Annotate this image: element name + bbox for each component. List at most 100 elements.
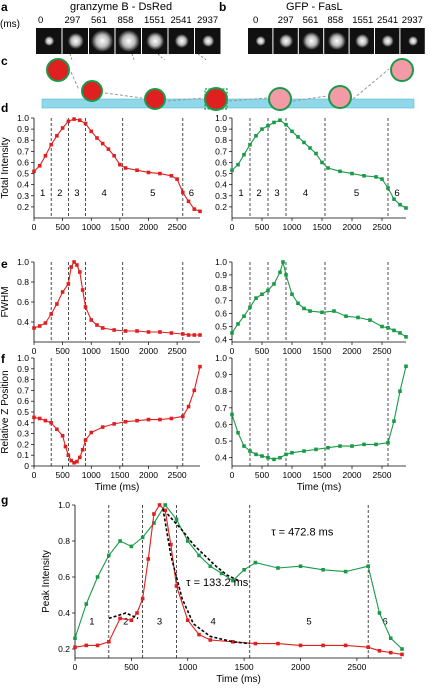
phase-label: 4 bbox=[210, 616, 215, 627]
red-data-point bbox=[152, 512, 156, 516]
green-data-point bbox=[236, 162, 240, 167]
x-tick-label: 2500 bbox=[347, 662, 366, 672]
phase-label: 5 bbox=[354, 188, 359, 199]
x-tick-label: 2000 bbox=[343, 222, 362, 232]
x-tick-label: 0 bbox=[32, 346, 37, 356]
transition-arrow bbox=[70, 71, 80, 91]
chart-d-left: 0.20.30.40.5 0.60.70.80.91.0 0 500 1000 1500 2… bbox=[0, 113, 202, 232]
red-data-point bbox=[198, 209, 202, 214]
x-tick-label: 1000 bbox=[283, 222, 302, 232]
y-axis-label: Total Intensity bbox=[0, 137, 11, 198]
x-tick-label: 1500 bbox=[110, 222, 129, 232]
x-tick-label: 2000 bbox=[291, 662, 310, 672]
red-data-point bbox=[146, 557, 151, 561]
y-tick-label: 0.5 bbox=[215, 169, 227, 179]
x-tick-label: 2500 bbox=[168, 470, 187, 480]
phase-label: 2 bbox=[256, 188, 261, 199]
x-tick-label: 2500 bbox=[168, 222, 187, 232]
y-tick-label: 0.6 bbox=[17, 396, 29, 406]
phase-label: 2 bbox=[123, 616, 128, 627]
x-tick-label: 500 bbox=[124, 662, 138, 672]
red-data-point bbox=[66, 453, 71, 457]
red-data-point bbox=[197, 632, 201, 637]
x-tick-label: 0 bbox=[73, 662, 78, 672]
red-data-point bbox=[49, 142, 53, 147]
green-data-point bbox=[230, 412, 234, 417]
microscopy-strips bbox=[36, 28, 425, 60]
red-data-point bbox=[377, 649, 382, 653]
red-data-point bbox=[198, 364, 202, 369]
red-data-point bbox=[135, 329, 139, 333]
vesicle bbox=[144, 88, 166, 110]
red-data-point bbox=[80, 448, 85, 452]
x-tick-label: 2500 bbox=[373, 222, 392, 232]
x-tick-label: 1000 bbox=[283, 346, 302, 356]
a-vesicle-spot bbox=[146, 32, 165, 50]
chart-d-right: 0.20.30.40.5 0.60.70.80.91.0 0 500 1000 1500 2… bbox=[215, 113, 408, 232]
green-data-point bbox=[400, 647, 404, 651]
transition-arrow bbox=[352, 68, 390, 100]
a-vesicle-spot bbox=[91, 30, 114, 52]
green-data-point bbox=[284, 122, 288, 127]
red-data-point bbox=[60, 126, 65, 130]
red-data-point bbox=[321, 643, 325, 648]
vesicle bbox=[268, 87, 292, 111]
red-data-point bbox=[231, 640, 235, 644]
red-data-point bbox=[118, 162, 122, 167]
red-data-point bbox=[32, 169, 36, 174]
green-data-point bbox=[208, 564, 213, 568]
x-tick-label: 1500 bbox=[313, 346, 332, 356]
red-data-point bbox=[181, 190, 185, 195]
red-data-point bbox=[77, 270, 82, 274]
green-data-point bbox=[404, 206, 408, 210]
x-tick-label: 2000 bbox=[343, 346, 362, 356]
green-data-point bbox=[242, 444, 246, 448]
red-data-point bbox=[129, 618, 134, 622]
green-data-point bbox=[338, 169, 342, 174]
green-data-point bbox=[398, 389, 402, 394]
green-data-point bbox=[314, 447, 318, 452]
x-tick-label: 1000 bbox=[82, 222, 101, 232]
red-data-point bbox=[135, 418, 139, 423]
red-data-point bbox=[73, 645, 77, 649]
x-tick-label: 2000 bbox=[343, 470, 362, 480]
green-data-point bbox=[350, 444, 354, 448]
green-data-point bbox=[73, 636, 77, 640]
y-tick-label: 1.0 bbox=[215, 353, 227, 363]
x-tick-label: 0 bbox=[230, 222, 235, 232]
red-data-point bbox=[186, 199, 191, 204]
green-data-point bbox=[284, 452, 288, 457]
y-tick-label: 0.8 bbox=[17, 135, 29, 145]
red-data-point bbox=[192, 207, 197, 211]
a-vesicle-spot bbox=[202, 35, 215, 47]
chart-g: 0.2 0.4 0.6 0.8 1.0 0 500 1000 1500 2000 2500 1 2 3 4 5… bbox=[41, 500, 404, 685]
tau-green-label: τ = 472.8 ms bbox=[271, 527, 334, 539]
green-data-point bbox=[253, 560, 258, 565]
phase-label: 1 bbox=[89, 616, 94, 627]
green-data-point bbox=[276, 566, 280, 570]
y-tick-label: 1.0 bbox=[17, 113, 29, 123]
green-data-point bbox=[326, 445, 330, 450]
red-data-point bbox=[185, 618, 190, 622]
x-tick-label: 2000 bbox=[139, 346, 158, 356]
red-data-point bbox=[192, 388, 197, 393]
chart-f-left: 00.10.20.30.40.50.60.70.80.91.0 0 500 1000 1… bbox=[0, 353, 202, 493]
red-data-point bbox=[253, 641, 258, 646]
red-data-point bbox=[169, 416, 174, 421]
green-data-point bbox=[129, 544, 134, 549]
green-data-point bbox=[374, 175, 378, 179]
green-data-point bbox=[118, 539, 122, 543]
red-data-point bbox=[169, 331, 174, 335]
green-data-point bbox=[374, 442, 378, 447]
green-data-point bbox=[219, 571, 224, 576]
green-data-point bbox=[284, 273, 288, 277]
b-vesicle-spot bbox=[255, 36, 266, 46]
green-data-point bbox=[231, 578, 235, 583]
red-data-point bbox=[100, 326, 105, 330]
green-data-point bbox=[392, 328, 396, 333]
red-data-point bbox=[69, 265, 74, 269]
red-data-point bbox=[37, 163, 42, 168]
panel-b-title: GFP - FasL bbox=[286, 1, 343, 13]
panel-e-letter: e bbox=[1, 257, 8, 271]
